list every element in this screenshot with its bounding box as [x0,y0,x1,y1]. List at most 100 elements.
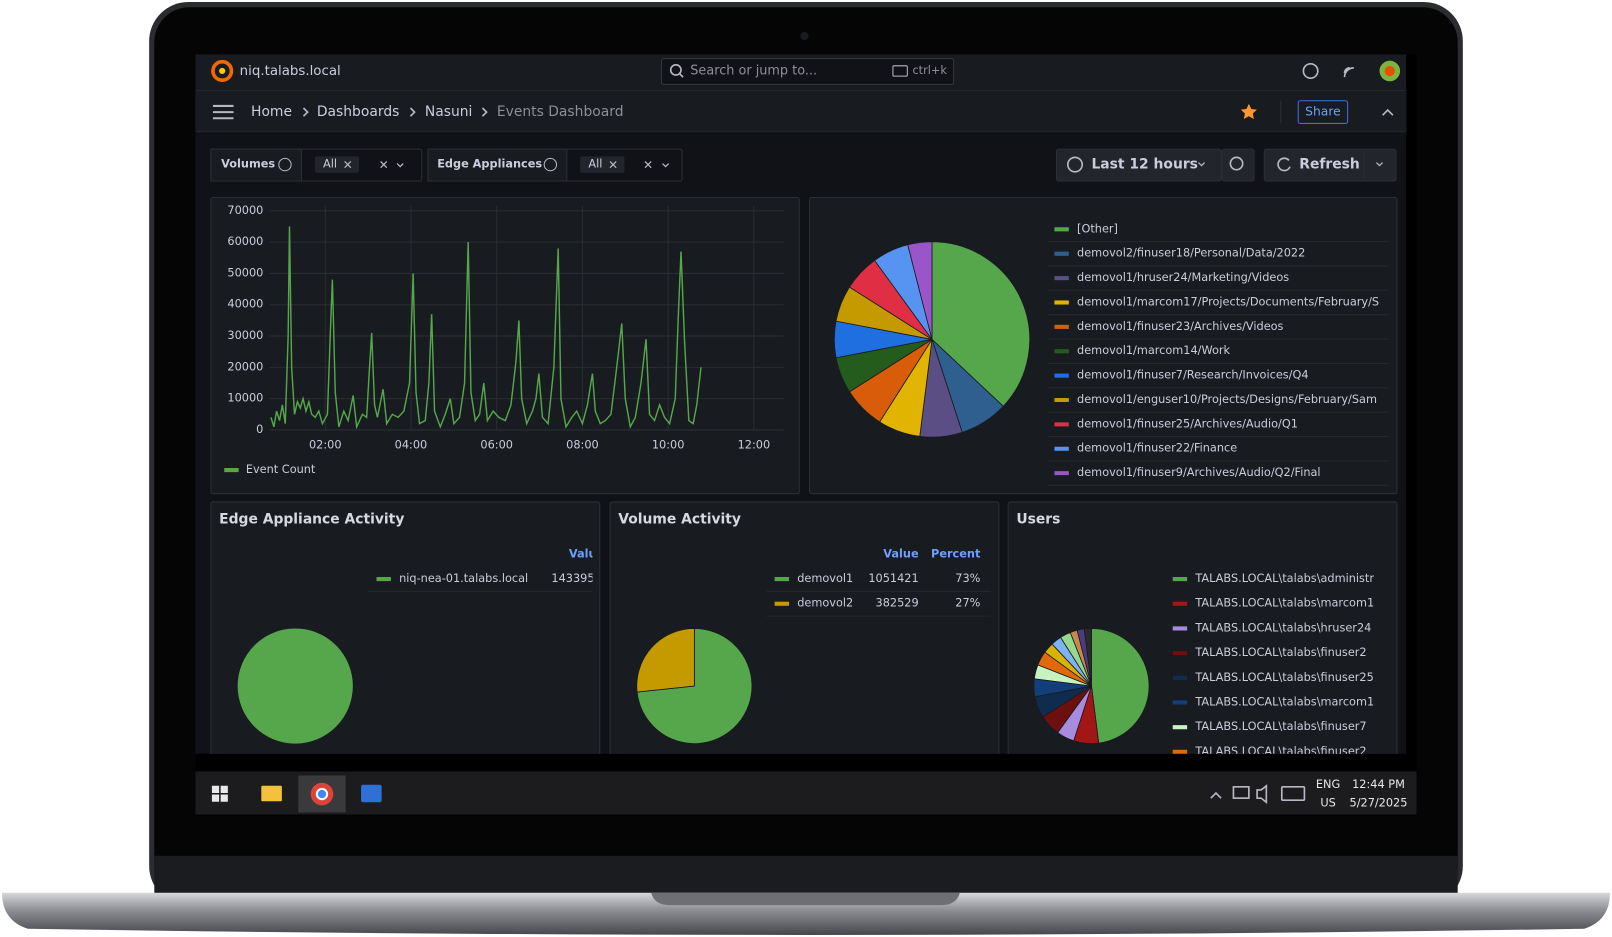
legend-label: demovol2/finuser18/Personal/Data/2022 [1077,247,1305,260]
legend-percent: 73% [955,572,980,585]
refresh-button[interactable] [1263,148,1397,182]
collapse-icon[interactable] [1382,108,1394,116]
laptop-base [2,892,1610,935]
news-icon[interactable] [1343,67,1354,78]
keyboard-icon[interactable] [1280,786,1306,802]
help-icon[interactable] [1302,62,1319,79]
pie-chart: Value Percent demovol1 1051421 73% demovol2 38… [636,547,991,745]
legend-label: demovol1/enguser10/Projects/Designs/Febr… [1077,393,1377,406]
y-tick-label: 40000 [227,298,263,311]
legend-label: demovol1/marcom17/Projects/Documents/Feb… [1077,295,1379,308]
y-tick-label: 0 [256,423,263,436]
camera [800,31,809,41]
legend-label: TALABS.LOCAL\talabs\finuser7 [1194,720,1366,733]
clear-icon[interactable] [344,161,388,169]
series-line [270,226,702,430]
share-label: Share [1305,105,1341,119]
info-icon [543,157,558,172]
breadcrumb[interactable]: Nasuni [425,104,473,120]
refresh-label: Refresh [1299,157,1360,173]
y-tick-label: 60000 [227,235,263,248]
y-tick-label: 30000 [227,329,263,342]
panel-title: Edge Appliance Activity [219,511,404,527]
tray-date[interactable]: 5/27/2025 [1350,796,1408,809]
zoom-icon [1229,156,1244,171]
tray-region[interactable]: US [1320,796,1335,809]
search-box[interactable] [660,58,955,85]
filter-chip[interactable] [314,156,360,173]
legend-label: TALABS.LOCAL\talabs\finuser2 [1194,745,1366,758]
panel-title: Users [1016,511,1060,527]
dropdown-icon[interactable] [396,163,404,168]
legend-label: TALABS.LOCAL\talabs\finuser25 [1194,671,1373,684]
legend-label: demovol2 [797,597,853,610]
legend-label: demovol1/finuser23/Archives/Videos [1077,320,1283,333]
menu-icon[interactable] [212,104,234,120]
filter-value: All [588,158,602,171]
clock-icon [1066,156,1084,173]
legend-label: TALABS.LOCAL\talabs\administr [1194,572,1374,585]
legend-label: demovol1/marcom14/Work [1077,344,1230,357]
legend-header: Percent [931,547,981,560]
pie-chart: TALABS.LOCAL\talabs\administr TALABS.LOCA… [1033,572,1374,758]
legend-header: Value [569,547,605,560]
clear-icon[interactable] [609,161,652,169]
legend-label: demovol1/finuser7/Research/Invoices/Q4 [1077,369,1308,382]
legend-label: demovol1 [797,572,853,585]
pie-slice [1091,628,1150,744]
dropdown-icon[interactable] [1375,162,1384,167]
x-tick-label: 10:00 [652,438,685,451]
legend-percent: 27% [955,597,980,610]
filter-label: Edge Appliances [437,158,542,171]
legend-label: TALABS.LOCAL\talabs\finuser2 [1194,646,1366,659]
bezel-chin [154,855,1458,897]
x-tick-label: 08:00 [566,438,599,451]
breadcrumb[interactable]: Home [251,104,292,120]
tray-language[interactable]: ENG [1316,778,1340,791]
grafana-logo-core [219,67,226,75]
base-notch [651,892,960,906]
legend-label: TALABS.LOCAL\talabs\marcom1 [1194,597,1374,610]
legend-label: TALABS.LOCAL\talabs\marcom1 [1194,695,1374,708]
pie-chart: [Other] demovol2/finuser18/Personal/Data/… [833,222,1389,486]
panel-events [210,196,800,495]
explorer-icon[interactable] [261,785,282,802]
volume-icon[interactable] [1256,784,1268,804]
dropdown-icon [1198,162,1206,167]
zoom-out-button[interactable] [1221,148,1255,182]
legend-label: niq-nea-01.talabs.local [399,572,528,585]
filter-chip[interactable] [580,156,625,173]
star-icon[interactable] [1240,103,1257,120]
search-placeholder: Search or jump to... [690,63,817,78]
legend-label: TALABS.LOCAL\talabs\hruser24 [1194,621,1371,634]
legend-value: 1051421 [868,572,918,585]
grafana-logo[interactable] [211,59,234,83]
line-chart: 0 10000 20000 30000 40000 50000 60000 70000 02:0… [224,204,784,476]
tray-time[interactable]: 12:44 PM [1352,778,1405,791]
search-icon [669,63,682,76]
legend-label: [Other] [1077,222,1118,235]
site-name: niq.talabs.local [240,64,341,79]
pie-slice [636,628,695,693]
nav-bar [195,89,1407,133]
network-icon[interactable] [1232,786,1250,799]
dropdown-icon[interactable] [662,163,670,168]
share-button[interactable] [1297,100,1349,124]
breadcrumb[interactable]: Dashboards [317,104,400,120]
legend-label: demovol1/finuser22/Finance [1077,442,1237,455]
legend-value: 1433950 [551,572,601,585]
filter-value: All [323,158,337,171]
breadcrumb-separator [409,107,416,117]
y-tick-label: 70000 [227,204,263,217]
start-button[interactable] [211,785,228,802]
tray-expand[interactable] [1210,791,1222,799]
legend-label: demovol1/finuser9/Archives/Audio/Q2/Fina… [1077,466,1321,479]
dashboard: niq.talabs.local Search or jump to... ct… [195,54,1407,758]
pie-slice [907,241,933,340]
powershell-icon[interactable] [361,784,382,803]
y-tick-label: 50000 [227,266,263,279]
time-picker[interactable] [1055,148,1222,182]
taskbar [195,771,1417,815]
legend-label: Event Count [246,463,316,476]
